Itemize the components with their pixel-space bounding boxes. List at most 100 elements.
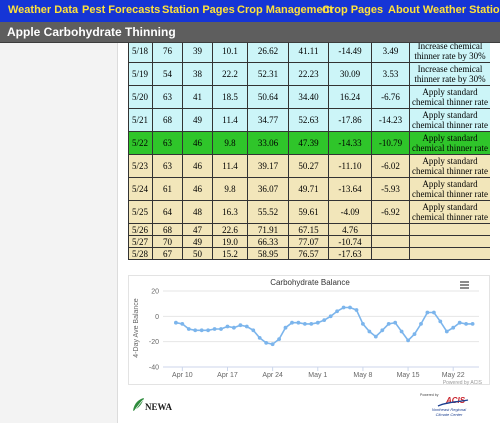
data-point[interactable] [322,318,327,322]
data-point[interactable] [432,310,436,315]
recommendation-cell: Apply standard chemical thinner rate [409,131,490,155]
data-point[interactable] [451,325,456,330]
date-cell: 5/26 [128,223,153,236]
data-point[interactable] [238,323,243,328]
y-axis-label: 4-Day Ave Balance [133,298,140,358]
chart-credit[interactable]: Powered by ACIS [443,380,483,386]
value-cell: 64 [152,200,183,224]
data-point[interactable] [270,342,275,347]
value-cell: 39.17 [247,154,289,178]
data-point[interactable] [425,310,430,315]
recommendation-cell: Apply standard chemical thinner rate [409,154,490,178]
data-point[interactable] [348,305,352,310]
value-cell: 26.62 [247,43,289,63]
x-tick-label: Apr 10 [172,372,193,379]
data-point[interactable] [406,338,410,343]
value-cell: 10.1 [212,43,248,63]
nav-station-pages[interactable]: Station Pages [162,4,235,16]
value-cell: 46 [182,154,213,178]
value-cell [371,247,410,260]
recommendation-line: chemical thinner rate [412,189,488,199]
x-tick-label: Apr 24 [262,372,283,379]
newa-logo[interactable]: NEWA [130,395,190,415]
date-cell: 5/21 [128,108,153,132]
data-point[interactable] [315,320,320,325]
data-point[interactable] [193,328,198,333]
data-point[interactable] [212,327,217,331]
value-cell: 18.5 [212,85,248,109]
data-point[interactable] [251,328,256,333]
value-cell: 52.31 [247,62,289,86]
recommendation-cell: Increase chemical thinner rate by 30% [409,43,490,63]
data-point[interactable] [180,322,185,326]
nav-pest-forecasts[interactable]: Pest Forecasts [82,4,161,16]
data-point[interactable] [225,324,230,329]
value-cell: 55.52 [247,200,289,224]
value-cell: 46 [182,131,213,155]
data-point[interactable] [335,309,339,314]
data-point[interactable] [309,322,314,326]
recommendation-line: Apply standard [422,87,478,97]
data-point[interactable] [386,322,391,326]
recommendation-line: chemical thinner rate [412,143,488,153]
date-cell: 5/28 [128,247,153,260]
value-cell: -6.92 [371,200,410,224]
value-cell: 71.91 [247,223,289,236]
data-point[interactable] [341,305,346,310]
nav-weather-data[interactable]: Weather Data [8,4,79,16]
nav-about-weather-stations[interactable]: About Weather Stations [388,4,500,16]
data-point[interactable] [219,327,223,331]
data-point[interactable] [393,320,398,325]
data-point[interactable] [186,327,191,331]
data-point[interactable] [464,322,468,326]
y-tick-label: -20 [149,339,159,346]
value-cell: -6.02 [371,154,410,178]
carbohydrate-table: 5/18 76 39 10.1 26.62 41.11 -14.49 3.49 Increase… [128,43,490,260]
data-point[interactable] [206,328,210,333]
nav-crop-pages[interactable]: Crop Pages [322,4,384,16]
chart-menu-icon[interactable] [459,280,471,290]
data-point[interactable] [290,320,294,325]
data-point[interactable] [296,320,301,325]
data-point[interactable] [232,325,236,330]
date-cell: 5/25 [128,200,153,224]
acis-nrcc-logo[interactable]: Powered by ACIS Northeast Regional Clima… [418,390,478,420]
value-cell: 36.07 [247,177,289,201]
value-cell: 39 [182,43,213,63]
data-point[interactable] [264,341,269,345]
data-point[interactable] [419,322,423,326]
data-point[interactable] [303,322,307,326]
data-point[interactable] [257,336,262,340]
main-nav-bar: Weather Data Pest Forecasts Station Page… [0,0,500,22]
recommendation-cell: Apply standard chemical thinner rate [409,85,490,109]
data-point[interactable] [412,332,417,336]
value-cell [371,223,410,236]
data-point[interactable] [328,314,333,319]
data-point[interactable] [373,334,378,339]
data-point[interactable] [457,320,462,325]
data-point[interactable] [444,329,449,334]
data-point[interactable] [380,328,385,333]
table-row: 5/27 70 49 19.0 66.33 77.07 -10.74 [128,235,490,248]
table-scroll-region[interactable]: 5/18 76 39 10.1 26.62 41.11 -14.49 3.49 Increase… [128,43,490,274]
data-point[interactable] [244,324,249,329]
data-point[interactable] [199,328,204,333]
data-point[interactable] [399,329,404,334]
value-cell: 22.6 [212,223,248,236]
value-cell: 47.39 [288,131,329,155]
value-cell: 4.76 [328,223,372,236]
value-cell: 76 [152,43,183,63]
carbohydrate-balance-chart: Carbohydrate Balance 4-Day Ave Balance -… [128,275,490,386]
data-point[interactable] [438,319,443,324]
value-cell: 34.77 [247,108,289,132]
recommendation-line: Apply standard [422,133,478,143]
data-point[interactable] [470,322,475,326]
date-cell: 5/18 [128,43,153,63]
nav-crop-management[interactable]: Crop Management [237,4,333,16]
data-point[interactable] [354,308,359,312]
data-point[interactable] [277,337,281,341]
data-point[interactable] [361,322,365,326]
data-point[interactable] [174,320,178,325]
data-point[interactable] [367,329,372,334]
data-point[interactable] [283,325,288,330]
